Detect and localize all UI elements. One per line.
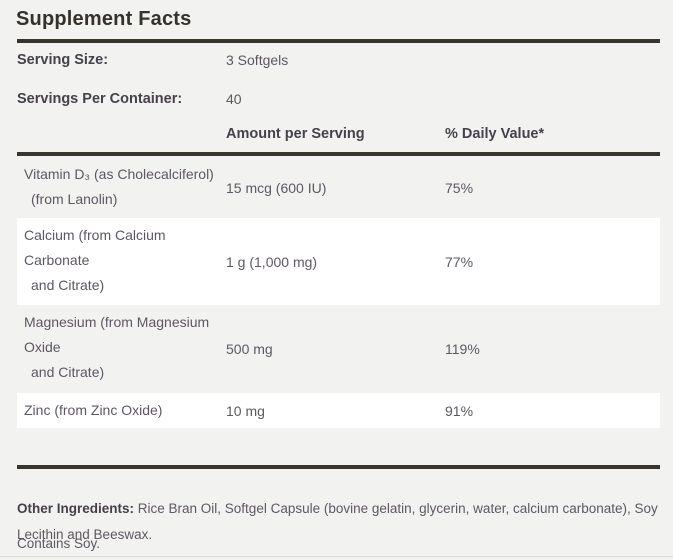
table-row-calcium: Calcium (from Calcium Carbonate and Citr… [17, 218, 660, 305]
nutrient-amount: 15 mcg (600 IU) [226, 179, 327, 196]
nutrient-name: Calcium (from Calcium Carbonate and Citr… [17, 218, 226, 305]
nutrient-name: Vitamin D₃ (as Cholecalciferol) (from La… [17, 157, 226, 218]
title-rule [17, 39, 660, 43]
page-title: Supplement Facts [16, 8, 192, 30]
nutrient-amount: 500 mg [226, 341, 273, 357]
header-rule [17, 152, 660, 156]
table-row-vitamin-d: Vitamin D₃ (as Cholecalciferol) (from La… [17, 157, 660, 218]
nutrient-name: Magnesium (from Magnesium Oxide and Citr… [17, 305, 226, 393]
table-header-row: Amount per Serving % Daily Value* [17, 126, 660, 142]
nutrient-daily-value: 119% [445, 341, 480, 357]
other-ingredients-text: Rice Bran Oil, Softgel Capsule (bovine g… [17, 501, 658, 542]
table-row-zinc: Zinc (from Zinc Oxide) 10 mg 91% [17, 393, 660, 428]
nutrient-name-line: Calcium (from Calcium [24, 227, 166, 243]
nutrient-name-line: Zinc (from Zinc Oxide) [24, 402, 163, 418]
other-ingredients: Other Ingredients: Rice Bran Oil, Softge… [17, 496, 667, 548]
nutrient-amount: 10 mg [226, 402, 265, 419]
nutrient-name-line: Carbonate [24, 252, 90, 268]
nutrient-daily-value: 91% [445, 402, 474, 419]
nutrient-daily-value: 75% [445, 179, 474, 196]
nutrient-name-line: (from Lanolin) [31, 191, 118, 207]
servings-per-container-row: Servings Per Container: 40 [17, 90, 660, 110]
header-spacer [17, 126, 226, 142]
nutrient-name-line: Vitamin D₃ (as Cholecalciferol) [24, 166, 214, 182]
nutrient-daily-value: 77% [445, 253, 474, 270]
nutrient-name-line: and Citrate) [31, 277, 105, 293]
table-row-magnesium: Magnesium (from Magnesium Oxide and Citr… [17, 305, 660, 393]
amount-per-serving-header: Amount per Serving [226, 126, 365, 142]
nutrient-name-line: Magnesium (from Magnesium [24, 314, 210, 330]
serving-size-row: Serving Size: 3 Softgels [17, 51, 660, 71]
serving-size-value: 3 Softgels [226, 52, 289, 68]
serving-size-label: Serving Size: [17, 52, 109, 68]
nutrient-name-line: Oxide [24, 339, 61, 355]
nutrient-name-line: and Citrate) [31, 364, 105, 380]
contains-statement: Contains Soy. [17, 536, 101, 551]
servings-per-container-value: 40 [226, 91, 242, 107]
servings-per-container-label: Servings Per Container: [17, 91, 183, 107]
nutrient-amount: 1 g (1,000 mg) [226, 253, 318, 270]
footer-rule [17, 465, 660, 469]
bottom-divider [0, 556, 673, 557]
supplement-facts-table: Vitamin D₃ (as Cholecalciferol) (from La… [17, 157, 660, 428]
daily-value-header: % Daily Value* [445, 126, 545, 142]
other-ingredients-label: Other Ingredients: [17, 501, 135, 516]
nutrient-name: Zinc (from Zinc Oxide) [17, 393, 226, 428]
